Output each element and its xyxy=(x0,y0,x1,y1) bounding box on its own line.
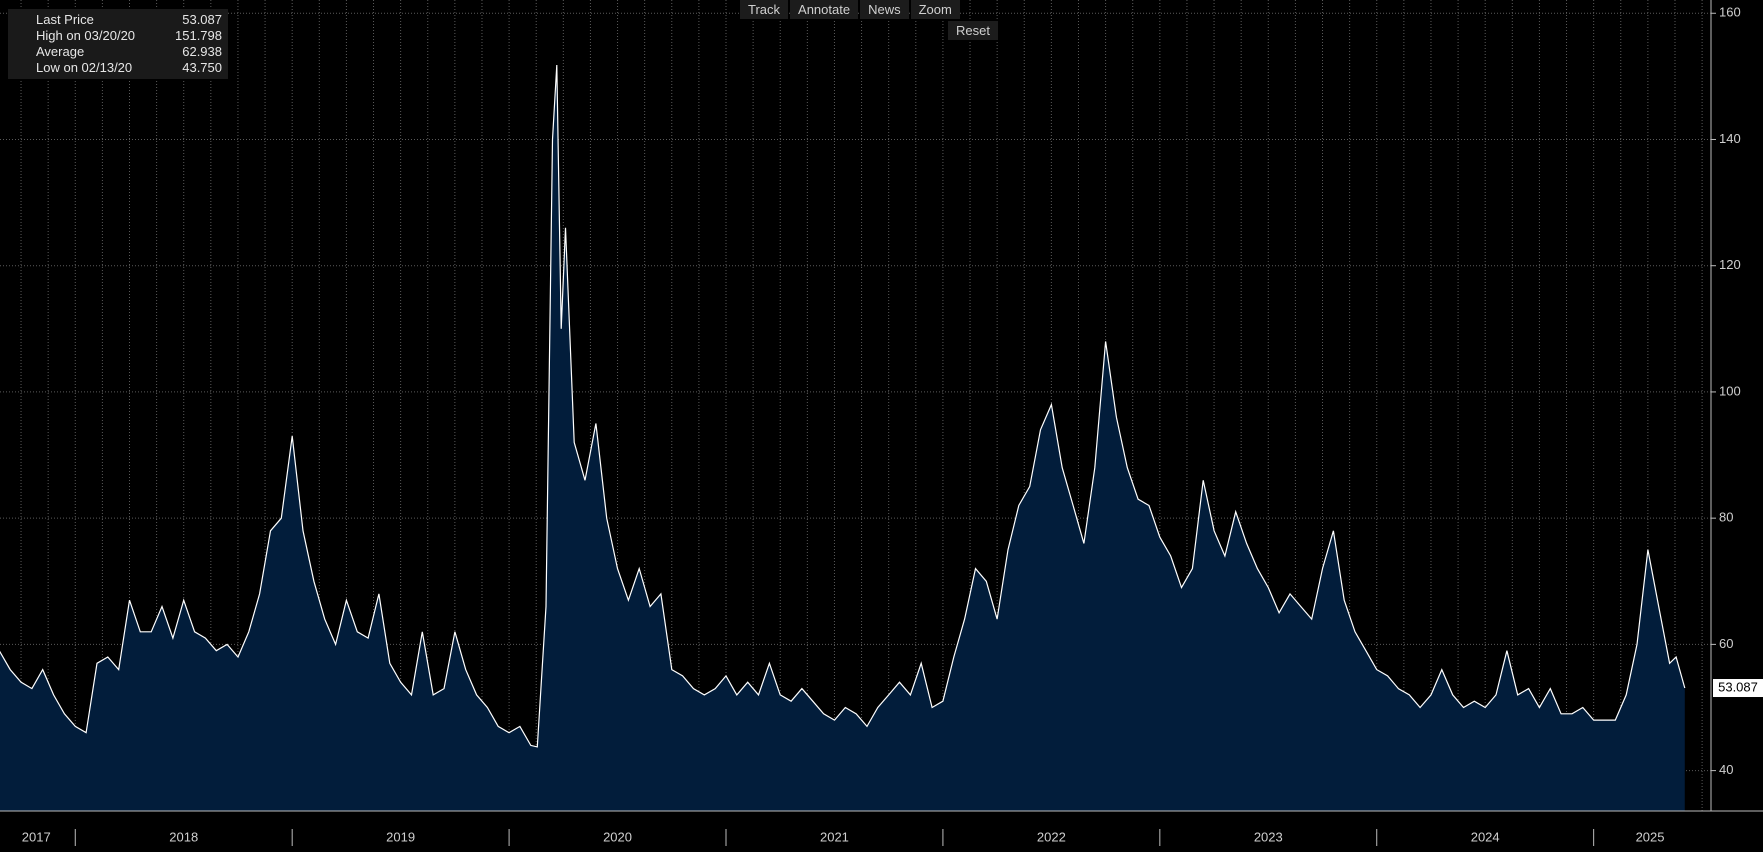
stats-label: Average xyxy=(36,44,85,59)
x-tick-label: 2018 xyxy=(169,829,198,844)
stats-row: Last Price 53.087 xyxy=(36,12,222,28)
y-tick-label: 120 xyxy=(1719,257,1741,272)
last-price-tag xyxy=(1713,679,1763,698)
stats-label: High on 03/20/20 xyxy=(36,28,136,43)
y-tick-label: 160 xyxy=(1719,5,1741,20)
toolbar-button[interactable]: News xyxy=(860,0,909,19)
x-tick-label: 2024 xyxy=(1471,829,1500,844)
y-tick-label: 40 xyxy=(1719,762,1733,777)
x-tick-label: 2022 xyxy=(1037,829,1066,844)
x-tick-label: 2023 xyxy=(1254,829,1283,844)
y-tick-label: 80 xyxy=(1719,510,1733,525)
stats-value: 62.938 xyxy=(182,44,222,59)
last-price-label: 53.087 xyxy=(1718,679,1758,694)
stats-label: Low on 02/13/20 xyxy=(36,60,133,75)
toolbar-button[interactable]: Track xyxy=(740,0,789,19)
x-tick-label: 2019 xyxy=(386,829,415,844)
y-tick-label: 140 xyxy=(1719,131,1741,146)
x-tick-label: 2025 xyxy=(1636,829,1665,844)
stats-label: Last Price xyxy=(36,12,94,27)
x-tick-label: 2021 xyxy=(820,829,849,844)
x-tick-label: 2017 xyxy=(22,829,51,844)
stats-row: High on 03/20/20 151.798 xyxy=(36,28,222,44)
stats-value: 53.087 xyxy=(182,12,222,27)
price-line xyxy=(0,64,1686,748)
y-tick-label: 100 xyxy=(1719,383,1741,398)
y-tick-label: 60 xyxy=(1719,636,1733,651)
toolbar: Track Annotate News Zoom Reset xyxy=(740,0,1020,40)
toolbar-button[interactable]: Annotate xyxy=(790,0,859,19)
stats-panel: Last Price 53.087 High on 03/20/20 151.798 A… xyxy=(8,9,228,79)
toolbar-button[interactable]: Zoom xyxy=(910,0,960,19)
area-fill xyxy=(0,65,1685,811)
stats-value: 43.750 xyxy=(182,60,222,75)
toolbar-button[interactable]: Reset xyxy=(948,21,998,40)
stats-value: 151.798 xyxy=(175,28,222,43)
stats-row: Low on 02/13/20 43.750 xyxy=(36,60,222,76)
x-tick-label: 2020 xyxy=(603,829,632,844)
stats-row: Average 62.938 xyxy=(36,44,222,60)
